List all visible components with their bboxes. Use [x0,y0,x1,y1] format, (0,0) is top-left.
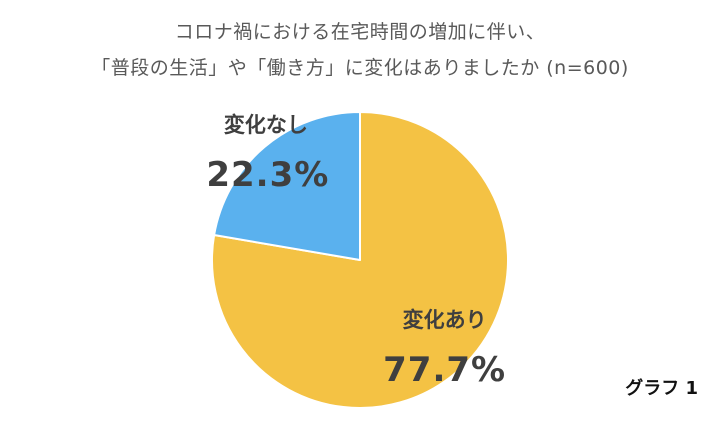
slice-value-label-2: 22.3% [206,155,329,195]
slice-label-1: 変化あり [403,308,487,332]
chart-title-line-1: コロナ禍における在宅時間の増加に伴い、 [174,21,546,43]
graph-caption: グラフ 1 [625,378,698,399]
slice-label-2: 変化なし [224,113,308,137]
slice-value-label-1: 77.7% [383,350,506,390]
chart-title: コロナ禍における在宅時間の増加に伴い、 「普段の生活」や「働き方」に変化はありま… [0,14,720,86]
chart-title-line-2: 「普段の生活」や「働き方」に変化はありましたか (n=600) [91,57,629,79]
pie-slice-2 [213,111,361,261]
